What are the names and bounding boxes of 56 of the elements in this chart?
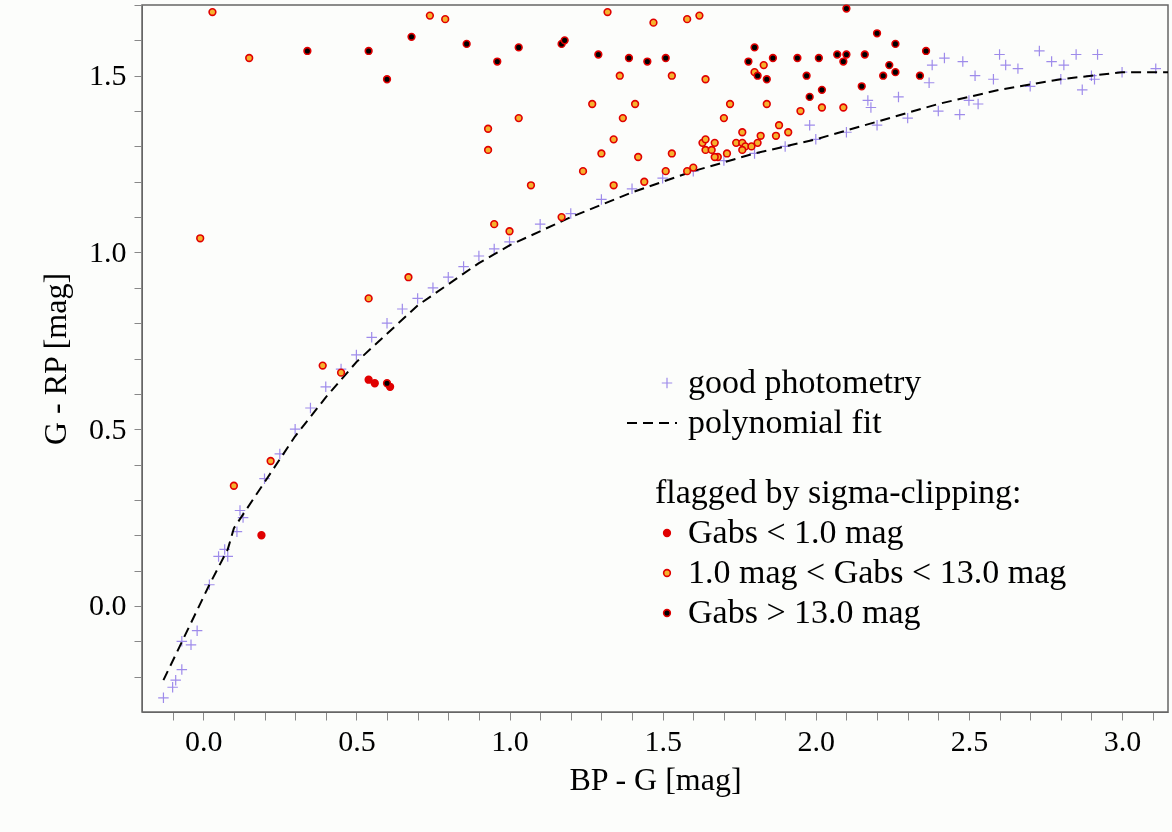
point xyxy=(833,50,842,59)
point xyxy=(643,57,652,66)
legend-label: polynomial fit xyxy=(688,403,883,440)
point xyxy=(891,68,900,77)
point xyxy=(624,53,634,63)
legend-label: 1.0 mag < Gabs < 13.0 mag xyxy=(688,553,1067,590)
point xyxy=(364,46,373,56)
point xyxy=(750,43,759,52)
point xyxy=(891,39,900,49)
point xyxy=(842,50,851,59)
point xyxy=(514,43,523,52)
legend-label: Gabs > 13.0 mag xyxy=(688,593,921,630)
point xyxy=(594,50,603,59)
x-tick-label: 0.0 xyxy=(185,723,223,757)
point xyxy=(370,379,379,388)
y-tick-label: 0.0 xyxy=(89,588,127,622)
point xyxy=(407,32,416,41)
point xyxy=(860,50,869,59)
point xyxy=(857,82,866,91)
point xyxy=(915,71,925,80)
point xyxy=(303,46,312,56)
point xyxy=(817,85,827,94)
point xyxy=(885,60,894,70)
point xyxy=(802,71,811,80)
y-tick-label: 0.5 xyxy=(89,411,127,445)
x-tick-label: 2.0 xyxy=(797,723,836,757)
point xyxy=(842,4,851,13)
point xyxy=(768,53,778,63)
point xyxy=(793,53,802,63)
x-tick-label: 0.5 xyxy=(338,723,376,757)
point xyxy=(493,57,502,66)
x-axis-title: BP - G [mag] xyxy=(569,760,742,797)
x-tick-label: 1.0 xyxy=(491,723,529,757)
x-tick-label: 2.5 xyxy=(950,723,989,757)
y-axis-title: G - RP [mag] xyxy=(37,272,73,446)
x-tick-label: 3.0 xyxy=(1103,723,1142,757)
legend-title: flagged by sigma-clipping: xyxy=(655,473,1022,510)
point xyxy=(814,53,824,63)
legend-label: Gabs < 1.0 mag xyxy=(688,513,904,550)
point xyxy=(744,57,753,66)
point xyxy=(872,29,882,38)
point xyxy=(382,75,392,84)
point xyxy=(257,531,266,540)
point xyxy=(364,375,373,384)
legend-label: good photometry xyxy=(688,363,922,400)
y-tick-label: 1.5 xyxy=(89,58,127,92)
point xyxy=(879,71,888,80)
point xyxy=(762,75,771,84)
point xyxy=(805,92,814,102)
point xyxy=(560,36,569,45)
point xyxy=(661,53,670,63)
point xyxy=(839,57,848,66)
y-tick-label: 1.0 xyxy=(89,234,127,268)
point xyxy=(462,39,471,49)
x-tick-label: 1.5 xyxy=(644,723,682,757)
point xyxy=(921,46,931,56)
